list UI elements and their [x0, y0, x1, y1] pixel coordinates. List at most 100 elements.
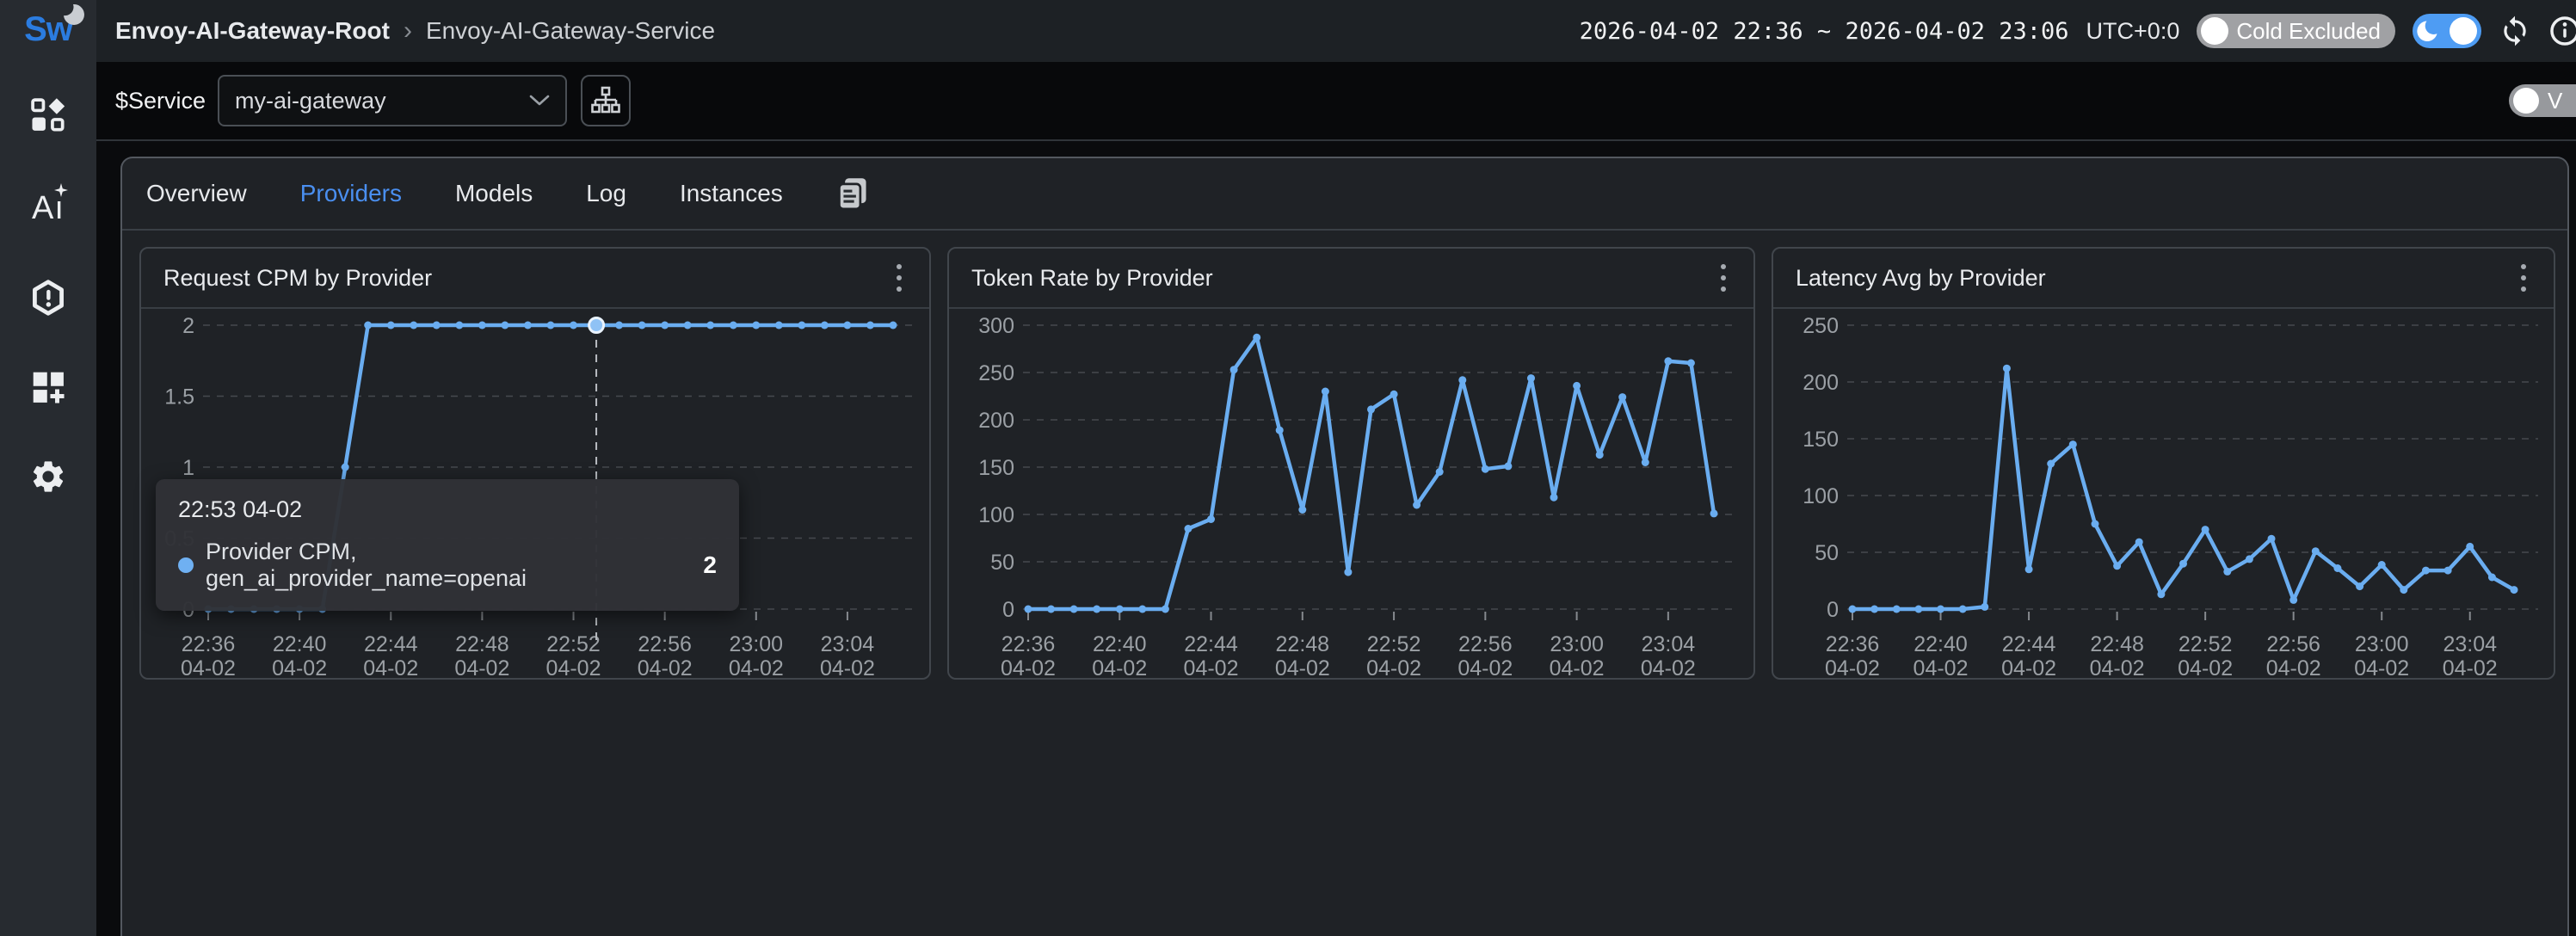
dashboard-container: Overview Providers Models Log Instances Requ…	[120, 157, 2569, 936]
category-icon	[31, 98, 65, 132]
svg-text:2: 2	[182, 314, 194, 338]
svg-text:300: 300	[978, 314, 1014, 338]
gear-icon	[33, 461, 64, 492]
svg-text:22:44: 22:44	[364, 632, 418, 656]
skywalking-logo[interactable]: Sw	[0, 3, 96, 52]
svg-text:23:04: 23:04	[821, 632, 875, 656]
panel-menu-button[interactable]	[2516, 259, 2531, 297]
svg-text:04-02: 04-02	[1550, 656, 1605, 678]
sidebar-item-settings[interactable]	[0, 456, 96, 497]
utc-offset[interactable]: UTC+0:0	[2086, 17, 2180, 44]
sidebar-item-marketplace[interactable]	[0, 95, 96, 136]
svg-text:04-02: 04-02	[1825, 656, 1880, 678]
svg-text:04-02: 04-02	[2178, 656, 2233, 678]
service-select[interactable]: my-ai-gateway	[218, 75, 568, 126]
cold-excluded-label: Cold Excluded	[2236, 17, 2381, 44]
tab-models[interactable]: Models	[454, 180, 533, 206]
dashboard-tabs: Overview Providers Models Log Instances	[122, 158, 2567, 231]
svg-text:04-02: 04-02	[546, 656, 601, 678]
sidebar-item-dashboards[interactable]	[0, 366, 96, 408]
toggle-knob	[2450, 17, 2477, 45]
dashboard-add-icon	[33, 372, 65, 403]
sparkle-icon	[53, 182, 68, 197]
svg-text:250: 250	[978, 361, 1014, 385]
breadcrumb-separator: ›	[403, 16, 412, 45]
svg-text:23:04: 23:04	[1642, 632, 1696, 656]
series-dot-icon	[178, 557, 194, 573]
svg-text:1: 1	[182, 456, 194, 480]
time-range-picker[interactable]: 2026-04-02 22:36 ~ 2026-04-02 23:06	[1579, 17, 2069, 45]
svg-text:23:00: 23:00	[2355, 632, 2409, 656]
svg-text:22:40: 22:40	[273, 632, 327, 656]
svg-text:04-02: 04-02	[2354, 656, 2409, 678]
svg-text:22:56: 22:56	[2266, 632, 2320, 656]
breadcrumb-service[interactable]: Envoy-AI-Gateway-Service	[425, 17, 716, 44]
svg-text:04-02: 04-02	[1001, 656, 1056, 678]
ai-icon: Aı	[32, 182, 68, 227]
tab-instances[interactable]: Instances	[679, 180, 783, 206]
panel-menu-button[interactable]	[891, 259, 907, 297]
cold-excluded-toggle[interactable]: Cold Excluded	[2197, 14, 2395, 48]
svg-text:04-02: 04-02	[2443, 656, 2498, 678]
svg-text:22:36: 22:36	[182, 632, 236, 656]
svg-text:04-02: 04-02	[1457, 656, 1513, 678]
svg-text:22:48: 22:48	[455, 632, 509, 656]
svg-text:150: 150	[978, 456, 1014, 480]
svg-text:04-02: 04-02	[1184, 656, 1239, 678]
logo-text: Sw	[24, 3, 84, 49]
tooltip-row: Provider CPM, gen_ai_provider_name=opena…	[178, 539, 717, 592]
svg-text:04-02: 04-02	[2090, 656, 2145, 678]
toggle-knob	[2201, 17, 2229, 45]
svg-text:200: 200	[978, 409, 1014, 433]
svg-text:23:00: 23:00	[1550, 632, 1604, 656]
panel-token-rate: Token Rate by Provider 0 50 100 150 200 250 30…	[947, 247, 1755, 680]
svg-text:22:52: 22:52	[546, 632, 601, 656]
svg-text:50: 50	[990, 551, 1014, 575]
svg-text:04-02: 04-02	[363, 656, 418, 678]
svg-text:04-02: 04-02	[1366, 656, 1421, 678]
chart-request-cpm[interactable]: 00.511.5222:3604-0222:4004-0222:4404-022…	[141, 309, 929, 678]
svg-text:04-02: 04-02	[729, 656, 784, 678]
svg-text:04-02: 04-02	[272, 656, 327, 678]
svg-text:22:56: 22:56	[638, 632, 692, 656]
svg-text:04-02: 04-02	[2266, 656, 2321, 678]
svg-text:22:56: 22:56	[1458, 632, 1513, 656]
filter-bar: $Service my-ai-gateway V	[96, 62, 2576, 141]
right-edge-toggle[interactable]: V	[2509, 84, 2576, 117]
sidebar-item-alerting[interactable]	[0, 277, 96, 318]
panel-latency-avg: Latency Avg by Provider 0 50 100 150 200 250 2…	[1772, 247, 2555, 680]
breadcrumb-root[interactable]: Envoy-AI-Gateway-Root	[115, 17, 390, 44]
dark-mode-toggle[interactable]	[2413, 14, 2481, 48]
svg-text:23:04: 23:04	[2443, 632, 2497, 656]
svg-text:04-02: 04-02	[1641, 656, 1696, 678]
svg-text:100: 100	[978, 503, 1014, 527]
copy-dashboard-button[interactable]	[836, 176, 869, 211]
refresh-button[interactable]	[2499, 15, 2531, 47]
svg-text:22:44: 22:44	[2002, 632, 2056, 656]
panel-menu-button[interactable]	[1716, 259, 1731, 297]
panel-title: Latency Avg by Provider	[1796, 264, 2046, 291]
chart-tooltip: 22:53 04-02 Provider CPM, gen_ai_provide…	[156, 479, 739, 611]
svg-text:04-02: 04-02	[454, 656, 509, 678]
info-button[interactable]	[2548, 15, 2576, 47]
chevron-down-icon	[529, 95, 550, 106]
svg-text:22:36: 22:36	[1826, 632, 1880, 656]
tab-overview[interactable]: Overview	[146, 180, 247, 206]
service-select-value: my-ai-gateway	[235, 87, 386, 114]
chart-latency-avg[interactable]: 0 50 100 150 200 250 22:36 04-02 22:40 04-02 22:44…	[1773, 309, 2554, 678]
tab-providers[interactable]: Providers	[299, 180, 402, 206]
copy-icon	[837, 178, 866, 211]
chart-token-rate[interactable]: 0 50 100 150 200 250 300 22:36 04-02 22:40 04-02 22…	[949, 309, 1753, 678]
topology-button[interactable]	[581, 75, 632, 126]
toggle-knob	[2513, 88, 2539, 114]
svg-text:22:40: 22:40	[1914, 632, 1968, 656]
alert-hexagon-icon	[33, 280, 64, 316]
svg-text:150: 150	[1803, 428, 1839, 452]
panel-title: Request CPM by Provider	[163, 264, 433, 291]
svg-text:22:48: 22:48	[1276, 632, 1330, 656]
svg-text:22:36: 22:36	[1001, 632, 1056, 656]
sidebar-item-ai-pipeline[interactable]: Aı	[0, 182, 96, 229]
svg-text:22:52: 22:52	[1367, 632, 1421, 656]
tooltip-time: 22:53 04-02	[178, 496, 303, 522]
tab-log[interactable]: Log	[586, 180, 626, 206]
